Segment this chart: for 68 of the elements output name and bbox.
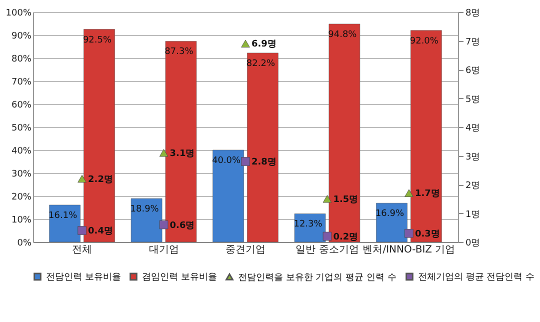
data-label: 3.1명 <box>170 148 195 159</box>
legend-label: 전담인력 보유비율 <box>46 272 121 283</box>
bar <box>376 202 408 242</box>
bar <box>49 204 80 242</box>
y-tick-label: 60% <box>11 100 32 110</box>
x-tick-label: 벤처/INNO-BIZ 기업 <box>362 244 456 256</box>
data-label: 2.8명 <box>252 158 276 168</box>
y-tick-label: 80% <box>11 54 32 64</box>
legend-label: 전담인력을 보유한 기업의 평균 인력 수 <box>238 272 396 283</box>
bar <box>328 24 360 242</box>
bar <box>130 198 162 242</box>
point <box>241 157 250 166</box>
point <box>404 189 414 197</box>
data-label: 6.9명 <box>252 40 276 50</box>
y2-tick-label: 7명 <box>466 37 480 48</box>
y-tick-label: 30% <box>11 170 32 180</box>
data-label: 40.0% <box>212 156 242 166</box>
data-label: 0.4명 <box>88 226 113 236</box>
data-label: 0.6명 <box>170 220 195 231</box>
y2-tick-label: 8명 <box>466 8 480 18</box>
point <box>404 228 414 238</box>
data-label: 16.1% <box>48 210 78 221</box>
y-tick-label: 50% <box>11 124 32 134</box>
bar <box>294 214 326 242</box>
y2-tick-label: 6명 <box>466 66 480 76</box>
point <box>322 232 332 241</box>
point <box>78 226 86 235</box>
y-tick-label: 0% <box>17 238 32 248</box>
data-label: 92.0% <box>410 36 439 46</box>
x-tick-label: 대기업 <box>148 244 179 256</box>
y2-tick-label: 2명 <box>466 181 480 191</box>
data-label: 18.9% <box>130 204 160 215</box>
bar <box>247 52 278 242</box>
data-label: 0.2명 <box>333 232 358 242</box>
y-tick-label: 40% <box>11 146 32 156</box>
data-label: 0.3명 <box>414 229 440 240</box>
data-label: 82.2% <box>246 58 276 69</box>
y-tick-label: 20% <box>11 192 32 202</box>
bar <box>410 30 442 242</box>
bar <box>84 29 115 242</box>
y-tick-label: 100% <box>6 8 32 18</box>
point <box>241 40 250 48</box>
point <box>159 149 168 157</box>
legend-label: 전체기업의 평균 전담인력 수 <box>418 272 535 283</box>
y2-tick-label: 3명 <box>466 152 480 162</box>
y-tick-label: 10% <box>11 216 32 226</box>
data-label: 12.3% <box>294 220 323 230</box>
x-tick-label: 일반 중소기업 <box>296 244 359 256</box>
data-label: 2.2명 <box>88 174 113 185</box>
y2-tick-label: 5명 <box>466 94 480 105</box>
y-tick-label: 90% <box>11 32 32 42</box>
x-tick-label: 중견기업 <box>226 244 266 256</box>
data-label: 1.5명 <box>333 194 358 205</box>
y2-tick-label: 0명 <box>466 238 480 248</box>
point <box>78 174 86 183</box>
data-label: 16.9% <box>375 209 404 220</box>
data-label: 1.7명 <box>414 189 440 200</box>
y2-tick-label: 4명 <box>466 124 480 134</box>
bar <box>212 150 244 242</box>
data-label: 94.8% <box>328 30 358 40</box>
bar <box>165 41 197 242</box>
y2-tick-label: 1명 <box>466 210 480 220</box>
x-tick-label: 전체 <box>72 244 92 256</box>
point <box>159 220 168 230</box>
point <box>322 195 332 203</box>
y-tick-label: 70% <box>11 78 32 88</box>
legend-label: 겸임인력 보유비율 <box>142 272 217 283</box>
data-label: 92.5% <box>82 35 112 46</box>
